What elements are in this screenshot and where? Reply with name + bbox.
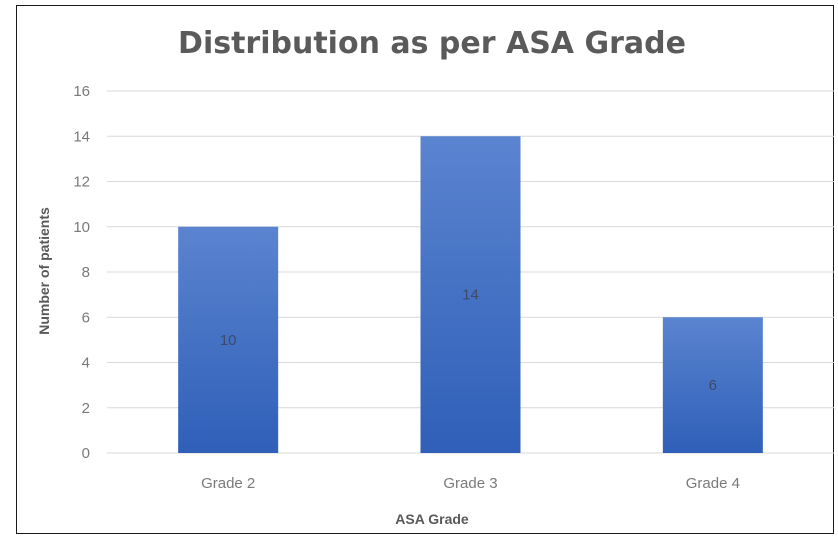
x-tick-label: Grade 2: [201, 475, 255, 492]
x-axis-ticks: Grade 2 Grade 3 Grade 4: [201, 475, 740, 492]
y-axis-label: Number of patients: [36, 207, 52, 335]
bar-grade-2: [178, 226, 279, 453]
data-label: 6: [709, 377, 717, 394]
y-tick-label: 2: [82, 400, 90, 417]
bars: [178, 136, 763, 453]
y-tick-label: 6: [82, 309, 90, 326]
bar-grade-4: [662, 317, 763, 453]
y-tick-label: 0: [82, 445, 90, 462]
data-label: 14: [462, 287, 479, 304]
x-tick-label: Grade 4: [686, 475, 740, 492]
y-axis-ticks: 0 2 4 6 8 10 12 14 16: [73, 83, 90, 462]
y-tick-label: 16: [73, 83, 90, 100]
data-label: 10: [220, 332, 237, 349]
chart-title: Distribution as per ASA Grade: [178, 26, 686, 61]
x-tick-label: Grade 3: [443, 475, 497, 492]
y-tick-label: 8: [82, 264, 90, 281]
bar-grade-3: [420, 136, 521, 453]
y-tick-label: 14: [73, 128, 90, 145]
x-axis-label: ASA Grade: [395, 511, 469, 527]
y-tick-label: 4: [82, 355, 90, 372]
y-tick-label: 12: [73, 174, 90, 191]
data-labels: 10 14 6: [220, 287, 717, 395]
y-tick-label: 10: [73, 219, 90, 236]
